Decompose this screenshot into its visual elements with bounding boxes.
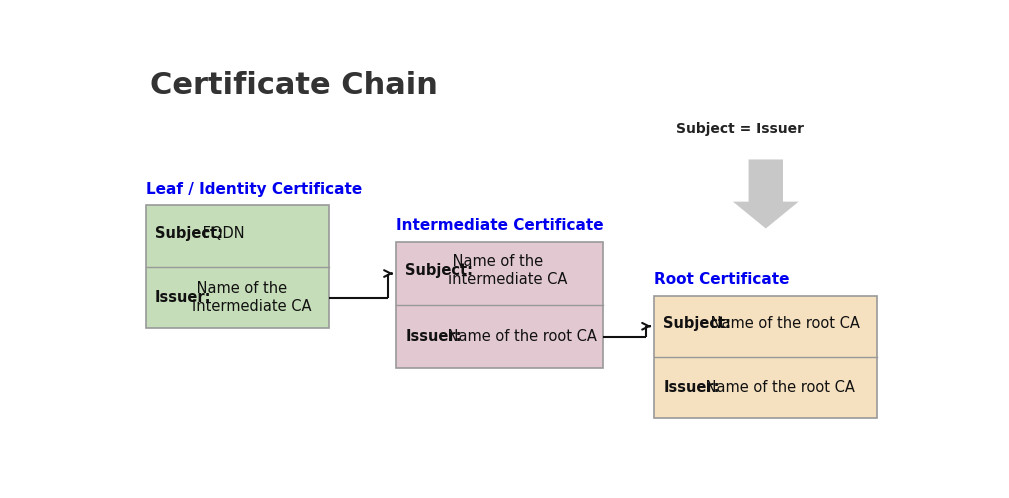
Text: Subject:: Subject: <box>155 226 223 241</box>
Text: Intermediate Certificate: Intermediate Certificate <box>396 219 603 234</box>
Bar <box>654 296 877 418</box>
Text: Name of the
Intermediate CA: Name of the Intermediate CA <box>193 281 312 314</box>
Text: Subject:: Subject: <box>406 263 473 278</box>
Text: Name of the
intermediate CA: Name of the intermediate CA <box>448 254 567 286</box>
Text: Issuer:: Issuer: <box>406 329 462 344</box>
Text: Name of the root CA: Name of the root CA <box>700 380 855 395</box>
Text: Subject:: Subject: <box>663 316 732 331</box>
Text: Name of the root CA: Name of the root CA <box>443 329 596 344</box>
Text: Issuer:: Issuer: <box>663 380 719 395</box>
Text: Certificate Chain: Certificate Chain <box>149 71 438 100</box>
Text: Issuer:: Issuer: <box>155 290 212 305</box>
Bar <box>145 206 329 328</box>
Text: Leaf / Identity Certificate: Leaf / Identity Certificate <box>145 182 362 197</box>
Bar <box>396 242 603 369</box>
Polygon shape <box>733 159 799 229</box>
Text: Subject = Issuer: Subject = Issuer <box>676 123 804 136</box>
Text: Name of the root CA: Name of the root CA <box>706 316 860 331</box>
Text: Root Certificate: Root Certificate <box>654 272 789 287</box>
Text: FQDN: FQDN <box>198 226 244 241</box>
